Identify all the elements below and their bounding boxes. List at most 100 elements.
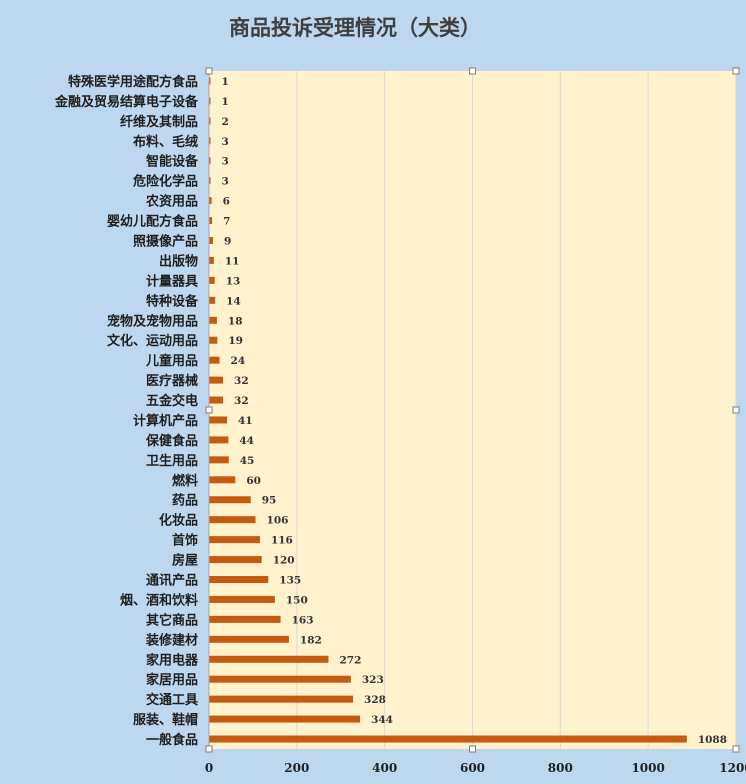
- value-label: 13: [226, 275, 241, 287]
- value-label: 9: [224, 236, 231, 248]
- value-label: 328: [364, 694, 386, 706]
- bar[interactable]: [209, 456, 229, 464]
- bar[interactable]: [209, 595, 275, 603]
- value-label: 1: [222, 96, 229, 108]
- bar[interactable]: [209, 217, 213, 225]
- value-label: 2: [222, 116, 229, 128]
- value-label: 6: [223, 196, 230, 208]
- category-label: 交通工具: [146, 692, 198, 708]
- bar[interactable]: [209, 476, 236, 484]
- bar[interactable]: [209, 695, 354, 703]
- x-tick-label: 1200: [719, 761, 746, 775]
- bar[interactable]: [209, 137, 211, 145]
- category-label: 通讯产品: [146, 573, 198, 589]
- bar[interactable]: [209, 197, 212, 205]
- bar[interactable]: [209, 635, 289, 643]
- x-tick-label: 800: [548, 761, 573, 775]
- resize-handle[interactable]: [469, 67, 476, 75]
- category-label: 特殊医学用途配方食品: [68, 74, 198, 90]
- value-label: 95: [262, 495, 277, 507]
- category-labels: 特殊医学用途配方食品金融及贸易结算电子设备纤维及其制品布料、毛绒智能设备危险化学…: [54, 74, 199, 748]
- bar[interactable]: [209, 316, 217, 324]
- category-label: 出版物: [159, 253, 198, 269]
- x-tick-label: 200: [284, 761, 309, 775]
- bar[interactable]: [209, 296, 216, 304]
- value-label: 182: [300, 634, 322, 646]
- category-label: 照摄像产品: [133, 234, 198, 250]
- resize-handle[interactable]: [732, 67, 740, 75]
- bar[interactable]: [209, 336, 218, 344]
- category-label: 家居用品: [146, 672, 198, 688]
- bar[interactable]: [209, 177, 211, 185]
- value-label: 19: [228, 335, 243, 347]
- category-label: 金融及贸易结算电子设备: [54, 94, 199, 110]
- category-label: 装修建材: [145, 632, 198, 648]
- category-label: 药品: [172, 493, 198, 509]
- category-label: 婴幼儿配方食品: [107, 214, 198, 230]
- bar[interactable]: [209, 496, 251, 504]
- category-label: 宠物及宠物用品: [107, 313, 198, 329]
- category-label: 卫生用品: [146, 453, 198, 469]
- bar[interactable]: [209, 396, 224, 404]
- resize-handle[interactable]: [469, 745, 476, 753]
- x-tick-label: 400: [372, 761, 397, 775]
- bar[interactable]: [209, 356, 220, 364]
- category-label: 燃料: [172, 473, 198, 489]
- category-label: 儿童用品: [145, 353, 198, 369]
- value-label: 1: [222, 76, 229, 88]
- value-label: 3: [222, 176, 229, 188]
- bar[interactable]: [209, 576, 269, 583]
- bar[interactable]: [209, 536, 260, 544]
- bar[interactable]: [209, 735, 687, 743]
- category-label: 特种设备: [146, 293, 199, 309]
- bar[interactable]: [209, 77, 211, 85]
- resize-handle[interactable]: [732, 406, 740, 414]
- bar[interactable]: [209, 655, 329, 663]
- bar[interactable]: [209, 256, 214, 264]
- bar[interactable]: [209, 615, 281, 623]
- bar[interactable]: [209, 376, 224, 384]
- category-label: 首饰: [172, 533, 198, 549]
- resize-handle[interactable]: [205, 745, 213, 753]
- bar[interactable]: [209, 237, 213, 244]
- bar[interactable]: [209, 715, 361, 723]
- category-label: 家用电器: [146, 652, 199, 668]
- value-label: 3: [222, 136, 229, 148]
- x-tick-label: 0: [205, 761, 213, 775]
- bar[interactable]: [209, 675, 351, 683]
- category-label: 纤维及其制品: [120, 114, 198, 130]
- bar[interactable]: [209, 516, 256, 524]
- category-label: 房屋: [172, 553, 198, 569]
- resize-handle[interactable]: [205, 406, 213, 414]
- value-label: 7: [223, 216, 230, 228]
- value-label: 150: [286, 594, 308, 606]
- selection-handles[interactable]: [205, 67, 740, 753]
- resize-handle[interactable]: [732, 745, 740, 753]
- category-label: 化妆品: [159, 513, 198, 529]
- value-label: 135: [279, 575, 301, 587]
- category-label: 烟、酒和饮料: [120, 592, 198, 608]
- x-axis-tick-labels: 0 200 400 600 800 1000 1200: [205, 761, 746, 775]
- resize-handle[interactable]: [205, 67, 213, 75]
- value-label: 11: [225, 255, 240, 267]
- bar[interactable]: [209, 117, 211, 125]
- category-label: 农资用品: [145, 194, 198, 210]
- bar[interactable]: [209, 97, 211, 105]
- bar[interactable]: [209, 276, 215, 284]
- value-label: 3: [222, 156, 229, 168]
- value-label: 45: [240, 455, 255, 467]
- bar[interactable]: [209, 556, 262, 564]
- x-tick-label: 1000: [631, 761, 664, 775]
- bar[interactable]: [209, 416, 228, 424]
- value-label: 18: [228, 315, 243, 327]
- value-label: 1088: [698, 734, 727, 746]
- bar[interactable]: [209, 436, 229, 444]
- value-label: 106: [267, 515, 289, 527]
- category-label: 智能设备: [146, 154, 199, 170]
- category-label: 文化、运动用品: [107, 333, 198, 349]
- value-label: 60: [246, 475, 261, 487]
- bar[interactable]: [209, 157, 211, 165]
- value-label: 14: [226, 295, 241, 307]
- value-label: 24: [231, 355, 246, 367]
